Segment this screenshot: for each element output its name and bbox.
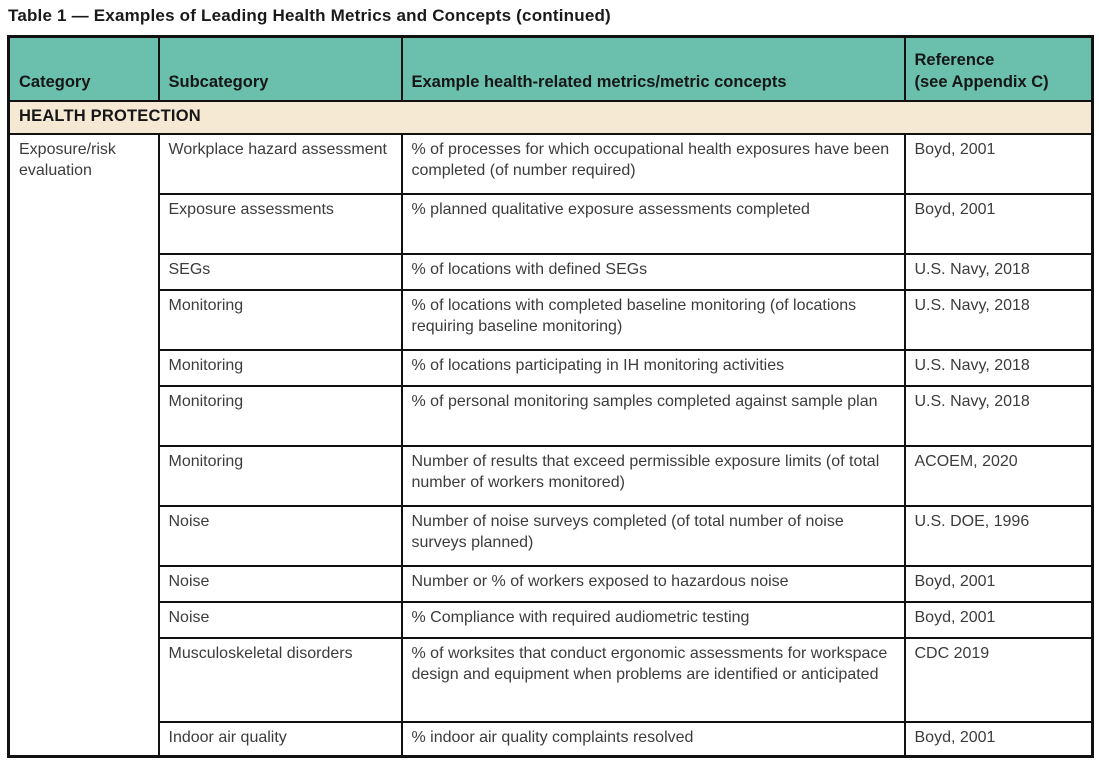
subcategory-cell: Indoor air quality: [157, 721, 403, 758]
metric-cell: % of personal monitoring samples complet…: [400, 385, 906, 448]
subcategory-cell: SEGs: [157, 253, 403, 292]
reference-cell: Boyd, 2001: [903, 565, 1094, 604]
reference-cell: CDC 2019: [903, 637, 1094, 724]
table-row: Monitoring % of locations with completed…: [9, 289, 1094, 352]
metric-cell: % Compliance with required audiometric t…: [400, 601, 906, 640]
table-title: Table 1 — Examples of Leading Health Met…: [8, 6, 611, 25]
category-cell: Exposure/risk evaluation: [7, 133, 160, 758]
reference-cell: ACOEM, 2020: [903, 445, 1094, 508]
table-row: Monitoring % of personal monitoring samp…: [9, 385, 1094, 448]
header-row: Category Subcategory Example health-rela…: [7, 35, 1094, 102]
metric-cell: % planned qualitative exposure assessmen…: [400, 193, 906, 256]
subcategory-cell: Noise: [157, 565, 403, 604]
subcategory-cell: Monitoring: [157, 385, 403, 448]
metric-cell: % of processes for which occupational he…: [400, 133, 906, 196]
subcategory-cell: Noise: [157, 601, 403, 640]
table-row: Exposure/risk evaluation Workplace hazar…: [7, 133, 1094, 758]
reference-cell: Boyd, 2001: [903, 721, 1094, 758]
subcategory-cell: Noise: [157, 505, 403, 568]
col-header-subcategory: Subcategory: [157, 35, 403, 102]
metric-cell: Number of results that exceed permissibl…: [400, 445, 906, 508]
reference-cell: U.S. Navy, 2018: [903, 289, 1094, 352]
metrics-table: Category Subcategory Example health-rela…: [7, 35, 1094, 758]
metric-cell: % indoor air quality complaints resolved: [400, 721, 906, 758]
section-label: HEALTH PROTECTION: [7, 99, 1094, 136]
table-row: Noise % Compliance with required audiome…: [9, 601, 1094, 640]
reference-cell: U.S. Navy, 2018: [903, 349, 1094, 388]
subcategory-cell: Monitoring: [157, 445, 403, 508]
table-row: Monitoring Number of results that exceed…: [9, 445, 1094, 508]
subcategory-cell: Exposure assessments: [157, 193, 403, 256]
metric-cell: Number of noise surveys completed (of to…: [400, 505, 906, 568]
reference-cell: Boyd, 2001: [903, 193, 1094, 256]
metric-cell: % of locations with defined SEGs: [400, 253, 906, 292]
subcategory-cell: Workplace hazard assessment: [157, 133, 403, 196]
section-row: HEALTH PROTECTION: [7, 99, 1094, 136]
reference-cell: Boyd, 2001: [903, 601, 1094, 640]
subcategory-cell: Musculoskeletal disorders: [157, 637, 403, 724]
metric-cell: % of locations with completed baseline m…: [400, 289, 906, 352]
reference-cell: Boyd, 2001: [903, 133, 1094, 196]
reference-cell: U.S. Navy, 2018: [903, 253, 1094, 292]
table-row: Noise Number of noise surveys completed …: [9, 505, 1094, 568]
metric-cell: Number or % of workers exposed to hazard…: [400, 565, 906, 604]
col-header-reference: Reference (see Appendix C): [903, 35, 1094, 102]
col-header-category: Category: [7, 35, 160, 102]
table-row: Monitoring % of locations participating …: [9, 349, 1094, 388]
subcategory-cell: Monitoring: [157, 289, 403, 352]
reference-cell: U.S. DOE, 1996: [903, 505, 1094, 568]
reference-cell: U.S. Navy, 2018: [903, 385, 1094, 448]
subcategory-cell: Monitoring: [157, 349, 403, 388]
metric-cell: % of locations participating in IH monit…: [400, 349, 906, 388]
table-row: Noise Number or % of workers exposed to …: [9, 565, 1094, 604]
metric-cell: % of worksites that conduct ergonomic as…: [400, 637, 906, 724]
table-row: Musculoskeletal disorders % of worksites…: [9, 637, 1094, 724]
table-row: SEGs % of locations with defined SEGs U.…: [9, 253, 1094, 292]
col-header-metrics: Example health-related metrics/metric co…: [400, 35, 906, 102]
table-row: Exposure assessments % planned qualitati…: [9, 193, 1094, 256]
table-row: Indoor air quality % indoor air quality …: [9, 721, 1094, 758]
